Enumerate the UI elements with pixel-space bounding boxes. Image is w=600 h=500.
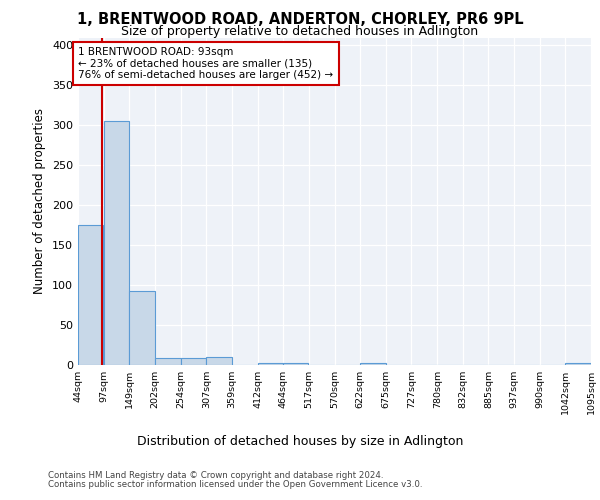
Bar [283,364,308,365]
Bar [206,357,232,365]
Text: Distribution of detached houses by size in Adlington: Distribution of detached houses by size … [137,434,463,448]
Bar [565,364,590,365]
Bar [360,364,386,365]
Text: 1, BRENTWOOD ROAD, ANDERTON, CHORLEY, PR6 9PL: 1, BRENTWOOD ROAD, ANDERTON, CHORLEY, PR… [77,12,523,28]
Y-axis label: Number of detached properties: Number of detached properties [34,108,46,294]
Bar [129,290,155,365]
Bar [104,122,129,365]
Text: Contains HM Land Registry data © Crown copyright and database right 2024.: Contains HM Land Registry data © Crown c… [48,471,383,480]
Bar [181,358,206,365]
Text: Contains public sector information licensed under the Open Government Licence v3: Contains public sector information licen… [48,480,422,489]
Bar [155,358,181,365]
Text: 1 BRENTWOOD ROAD: 93sqm
← 23% of detached houses are smaller (135)
76% of semi-d: 1 BRENTWOOD ROAD: 93sqm ← 23% of detache… [79,47,334,80]
Text: Size of property relative to detached houses in Adlington: Size of property relative to detached ho… [121,25,479,38]
Bar [257,362,283,365]
Bar [78,225,103,365]
